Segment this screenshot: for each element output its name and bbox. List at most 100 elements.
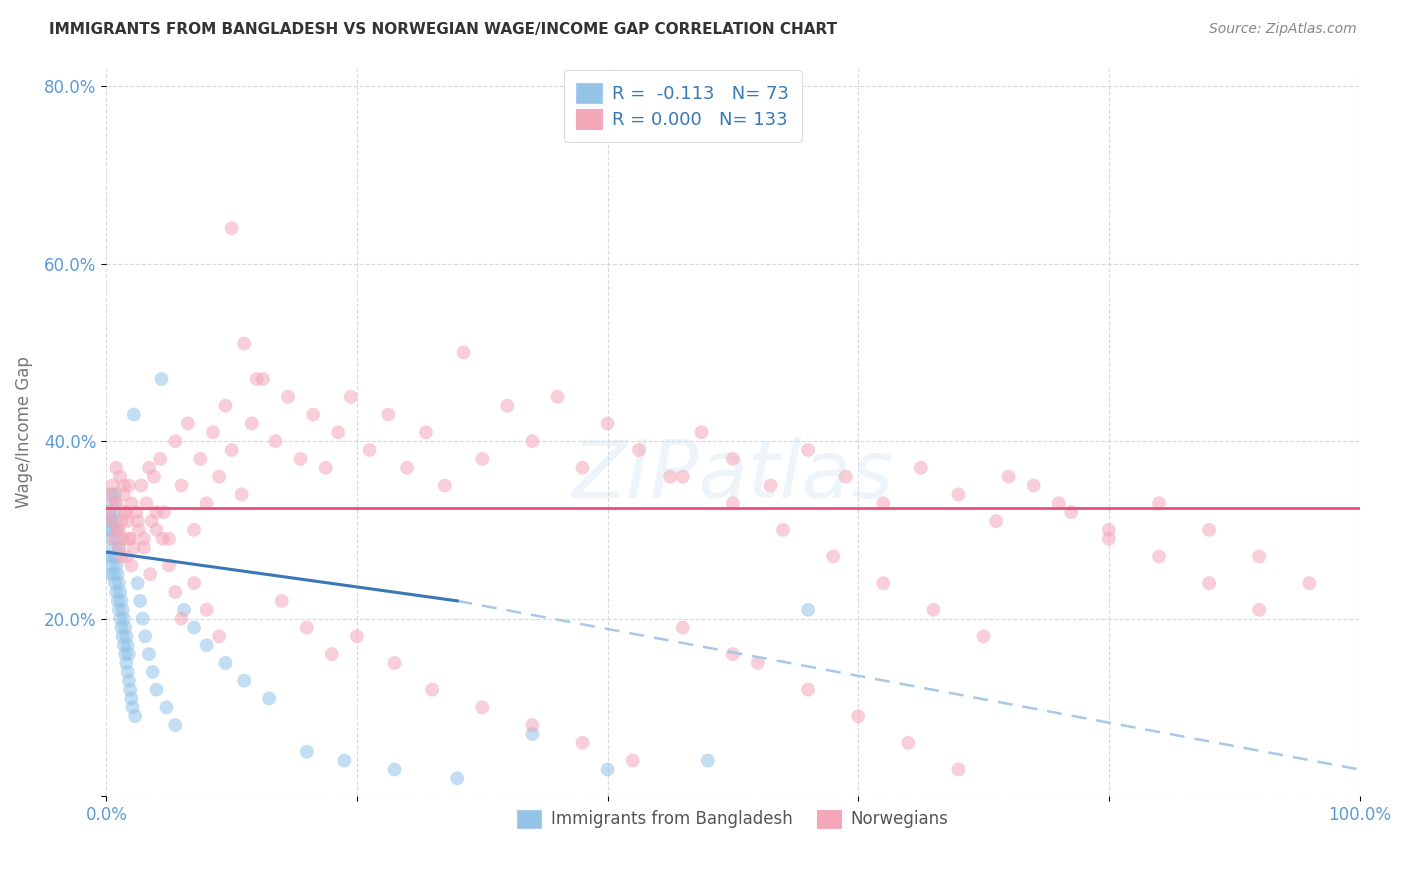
Text: Source: ZipAtlas.com: Source: ZipAtlas.com	[1209, 22, 1357, 37]
Point	[118, 673, 141, 688]
Point	[110, 514, 132, 528]
Point	[118, 532, 141, 546]
Point	[195, 638, 218, 652]
Point	[339, 390, 361, 404]
Point	[721, 496, 744, 510]
Point	[208, 629, 231, 643]
Point	[120, 691, 142, 706]
Point	[127, 514, 149, 528]
Point	[1249, 549, 1271, 564]
Point	[328, 425, 350, 440]
Point	[165, 718, 187, 732]
Point	[797, 682, 820, 697]
Point	[231, 487, 253, 501]
Point	[433, 478, 456, 492]
Point	[117, 514, 139, 528]
Point	[747, 656, 769, 670]
Point	[183, 620, 205, 634]
Point	[108, 469, 131, 483]
Point	[214, 656, 236, 670]
Point	[110, 620, 132, 634]
Point	[100, 514, 122, 528]
Text: ZIPatlas: ZIPatlas	[572, 437, 894, 515]
Point	[150, 372, 173, 386]
Point	[107, 567, 129, 582]
Point	[183, 523, 205, 537]
Point	[120, 682, 142, 697]
Point	[270, 594, 292, 608]
Point	[118, 647, 141, 661]
Point	[302, 408, 325, 422]
Point	[522, 434, 544, 449]
Point	[125, 505, 148, 519]
Point	[108, 541, 131, 555]
Point	[233, 336, 256, 351]
Point	[295, 745, 318, 759]
Point	[103, 541, 125, 555]
Point	[103, 505, 125, 519]
Point	[142, 469, 165, 483]
Point	[128, 523, 150, 537]
Point	[112, 612, 135, 626]
Text: IMMIGRANTS FROM BANGLADESH VS NORWEGIAN WAGE/INCOME GAP CORRELATION CHART: IMMIGRANTS FROM BANGLADESH VS NORWEGIAN …	[49, 22, 838, 37]
Point	[111, 532, 134, 546]
Point	[221, 221, 243, 235]
Point	[315, 460, 337, 475]
Point	[910, 460, 932, 475]
Point	[108, 541, 131, 555]
Point	[118, 478, 141, 492]
Legend: Immigrants from Bangladesh, Norwegians: Immigrants from Bangladesh, Norwegians	[510, 803, 955, 835]
Point	[596, 763, 619, 777]
Point	[446, 772, 468, 786]
Point	[112, 478, 135, 492]
Point	[571, 460, 593, 475]
Point	[139, 567, 162, 582]
Point	[1060, 505, 1083, 519]
Point	[264, 434, 287, 449]
Point	[897, 736, 920, 750]
Point	[138, 647, 160, 661]
Point	[1047, 496, 1070, 510]
Point	[149, 451, 172, 466]
Point	[107, 523, 129, 537]
Point	[108, 576, 131, 591]
Point	[124, 709, 146, 723]
Point	[105, 496, 128, 510]
Point	[165, 585, 187, 599]
Point	[97, 549, 120, 564]
Point	[105, 460, 128, 475]
Point	[131, 478, 153, 492]
Point	[973, 629, 995, 643]
Point	[107, 532, 129, 546]
Point	[98, 487, 121, 501]
Point	[132, 541, 155, 555]
Point	[107, 594, 129, 608]
Point	[183, 576, 205, 591]
Point	[772, 523, 794, 537]
Point	[115, 656, 138, 670]
Point	[997, 469, 1019, 483]
Point	[522, 727, 544, 741]
Point	[138, 460, 160, 475]
Point	[759, 478, 782, 492]
Point	[98, 505, 121, 519]
Point	[135, 496, 157, 510]
Point	[872, 496, 894, 510]
Point	[384, 656, 406, 670]
Point	[948, 763, 970, 777]
Point	[321, 647, 343, 661]
Point	[333, 754, 356, 768]
Point	[420, 682, 443, 697]
Point	[1098, 523, 1121, 537]
Point	[721, 451, 744, 466]
Point	[121, 700, 143, 714]
Point	[696, 754, 718, 768]
Point	[396, 460, 419, 475]
Point	[346, 629, 368, 643]
Point	[110, 549, 132, 564]
Point	[108, 603, 131, 617]
Point	[145, 682, 167, 697]
Point	[872, 576, 894, 591]
Point	[127, 576, 149, 591]
Point	[471, 451, 494, 466]
